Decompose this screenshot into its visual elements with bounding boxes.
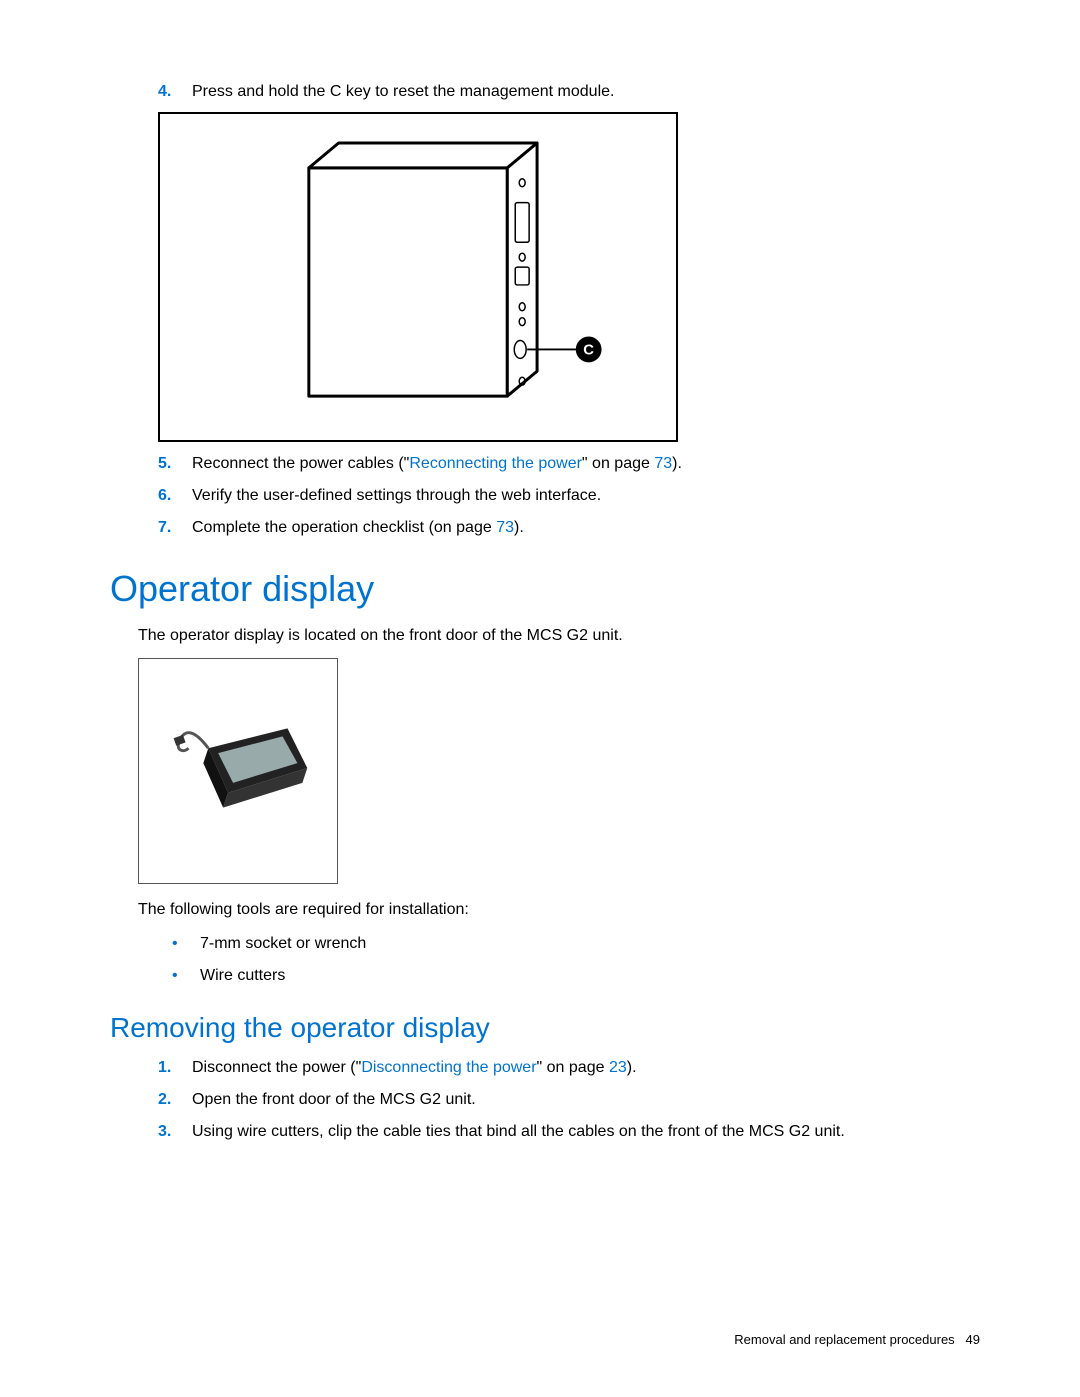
step-number: 3. xyxy=(158,1120,192,1144)
step-4: 4. Press and hold the C key to reset the… xyxy=(158,80,980,104)
step-number: 5. xyxy=(158,452,192,476)
bullet-item: • 7-mm socket or wrench xyxy=(172,932,980,956)
step-7: 7. Complete the operation checklist (on … xyxy=(158,516,980,540)
operator-display-photo xyxy=(138,658,338,884)
footer-page-number: 49 xyxy=(966,1332,980,1347)
step-text: Complete the operation checklist (on pag… xyxy=(192,516,980,540)
step-text: Reconnect the power cables ("Reconnectin… xyxy=(192,452,980,476)
page-footer: Removal and replacement procedures 49 xyxy=(734,1332,980,1347)
top-step-list-cont: 5. Reconnect the power cables ("Reconnec… xyxy=(158,452,980,540)
footer-section: Removal and replacement procedures xyxy=(734,1332,954,1347)
step-text: Using wire cutters, clip the cable ties … xyxy=(192,1120,980,1144)
bullet-dot-icon: • xyxy=(172,932,200,956)
step-text: Press and hold the C key to reset the ma… xyxy=(192,80,980,104)
bullet-dot-icon: • xyxy=(172,964,200,988)
step-3: 3. Using wire cutters, clip the cable ti… xyxy=(158,1120,980,1144)
step-6: 6. Verify the user-defined settings thro… xyxy=(158,484,980,508)
heading-removing-operator-display: Removing the operator display xyxy=(110,1012,980,1044)
step-number: 7. xyxy=(158,516,192,540)
bullet-text: 7-mm socket or wrench xyxy=(200,932,366,956)
step-number: 2. xyxy=(158,1088,192,1112)
step-5: 5. Reconnect the power cables ("Reconnec… xyxy=(158,452,980,476)
bullet-text: Wire cutters xyxy=(200,964,285,988)
tools-bullet-list: • 7-mm socket or wrench • Wire cutters xyxy=(172,932,980,988)
step-text: Verify the user-defined settings through… xyxy=(192,484,980,508)
heading-operator-display: Operator display xyxy=(110,568,980,610)
step-2: 2. Open the front door of the MCS G2 uni… xyxy=(158,1088,980,1112)
para-tools: The following tools are required for ins… xyxy=(138,898,980,922)
step-number: 1. xyxy=(158,1056,192,1080)
bullet-item: • Wire cutters xyxy=(172,964,980,988)
step-number: 6. xyxy=(158,484,192,508)
step-text: Open the front door of the MCS G2 unit. xyxy=(192,1088,980,1112)
management-module-diagram: C xyxy=(158,112,678,442)
bottom-step-list: 1. Disconnect the power ("Disconnecting … xyxy=(158,1056,980,1144)
step-1: 1. Disconnect the power ("Disconnecting … xyxy=(158,1056,980,1080)
diagram-callout-label: C xyxy=(583,342,594,358)
top-step-list: 4. Press and hold the C key to reset the… xyxy=(158,80,980,104)
step-number: 4. xyxy=(158,80,192,104)
step-text: Disconnect the power ("Disconnecting the… xyxy=(192,1056,980,1080)
para-location: The operator display is located on the f… xyxy=(138,624,980,648)
